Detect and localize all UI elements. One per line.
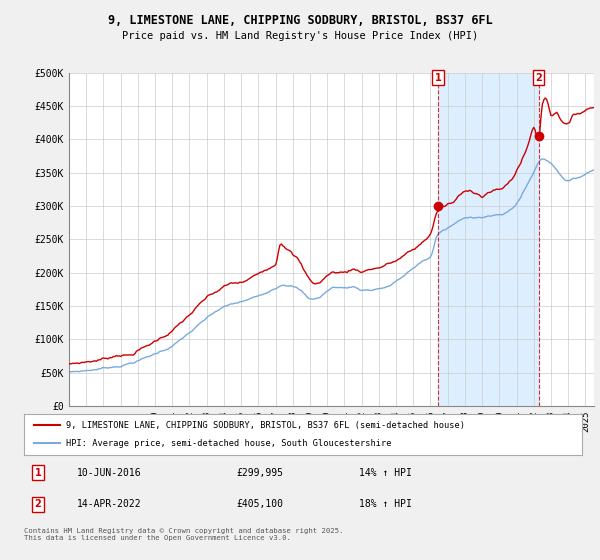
Bar [438,73,539,406]
Text: 9, LIMESTONE LANE, CHIPPING SODBURY, BRISTOL, BS37 6FL: 9, LIMESTONE LANE, CHIPPING SODBURY, BRI… [107,14,493,27]
Text: 9, LIMESTONE LANE, CHIPPING SODBURY, BRISTOL, BS37 6FL (semi-detached house): 9, LIMESTONE LANE, CHIPPING SODBURY, BRI… [66,421,465,430]
Text: £405,100: £405,100 [236,500,283,509]
Text: 18% ↑ HPI: 18% ↑ HPI [359,500,412,509]
Text: 10-JUN-2016: 10-JUN-2016 [77,468,142,478]
Text: 14-APR-2022: 14-APR-2022 [77,500,142,509]
Text: £299,995: £299,995 [236,468,283,478]
Text: 1: 1 [434,73,442,83]
Text: 2: 2 [35,500,41,509]
Text: 14% ↑ HPI: 14% ↑ HPI [359,468,412,478]
Text: HPI: Average price, semi-detached house, South Gloucestershire: HPI: Average price, semi-detached house,… [66,439,391,448]
Text: 1: 1 [35,468,41,478]
Text: Contains HM Land Registry data © Crown copyright and database right 2025.
This d: Contains HM Land Registry data © Crown c… [24,528,343,540]
Text: Price paid vs. HM Land Registry's House Price Index (HPI): Price paid vs. HM Land Registry's House … [122,31,478,41]
Text: 2: 2 [535,73,542,83]
